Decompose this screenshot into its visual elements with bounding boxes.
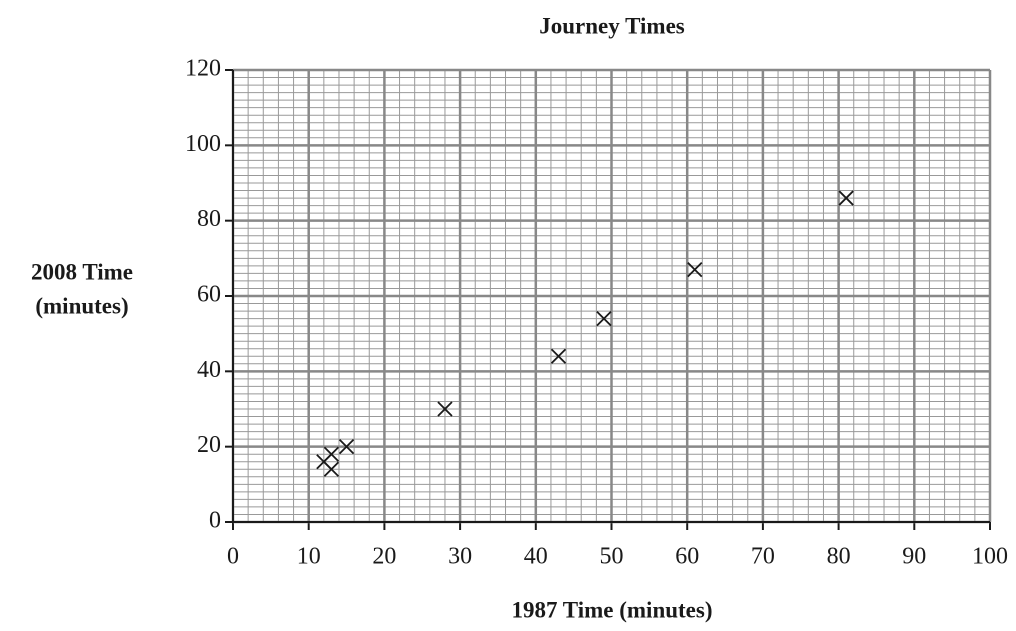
x-tick-label: 70 <box>751 544 775 570</box>
x-tick-label: 50 <box>600 544 624 570</box>
x-axis-label: 1987 Time (minutes) <box>511 597 712 622</box>
point <box>838 190 854 206</box>
y-tick-label: 100 <box>185 131 221 157</box>
y-tick-label: 0 <box>209 508 221 534</box>
x-tick-label: 60 <box>675 544 699 570</box>
point <box>338 439 355 455</box>
y-axis-label: 2008 Time <box>31 259 133 284</box>
point <box>550 348 567 364</box>
point <box>596 310 612 327</box>
point <box>437 401 453 417</box>
x-tick-label: 10 <box>297 544 321 570</box>
y-tick-label: 20 <box>197 432 221 458</box>
y-tick-label: 60 <box>197 282 221 308</box>
x-tick-label: 30 <box>448 544 472 570</box>
x-tick-label: 80 <box>827 544 851 570</box>
y-axis-label: (minutes) <box>35 293 128 318</box>
point <box>323 446 340 462</box>
y-tick-label: 40 <box>197 357 221 383</box>
chart-title: Journey Times <box>539 13 685 38</box>
y-tick-label: 120 <box>185 56 221 82</box>
y-tick-label: 80 <box>197 206 221 232</box>
point <box>687 261 703 278</box>
x-tick-label: 90 <box>902 544 926 570</box>
x-tick-label: 0 <box>227 544 239 570</box>
x-tick-label: 40 <box>524 544 548 570</box>
point <box>323 461 340 477</box>
x-tick-label: 20 <box>372 544 396 570</box>
x-tick-label: 100 <box>972 544 1008 570</box>
